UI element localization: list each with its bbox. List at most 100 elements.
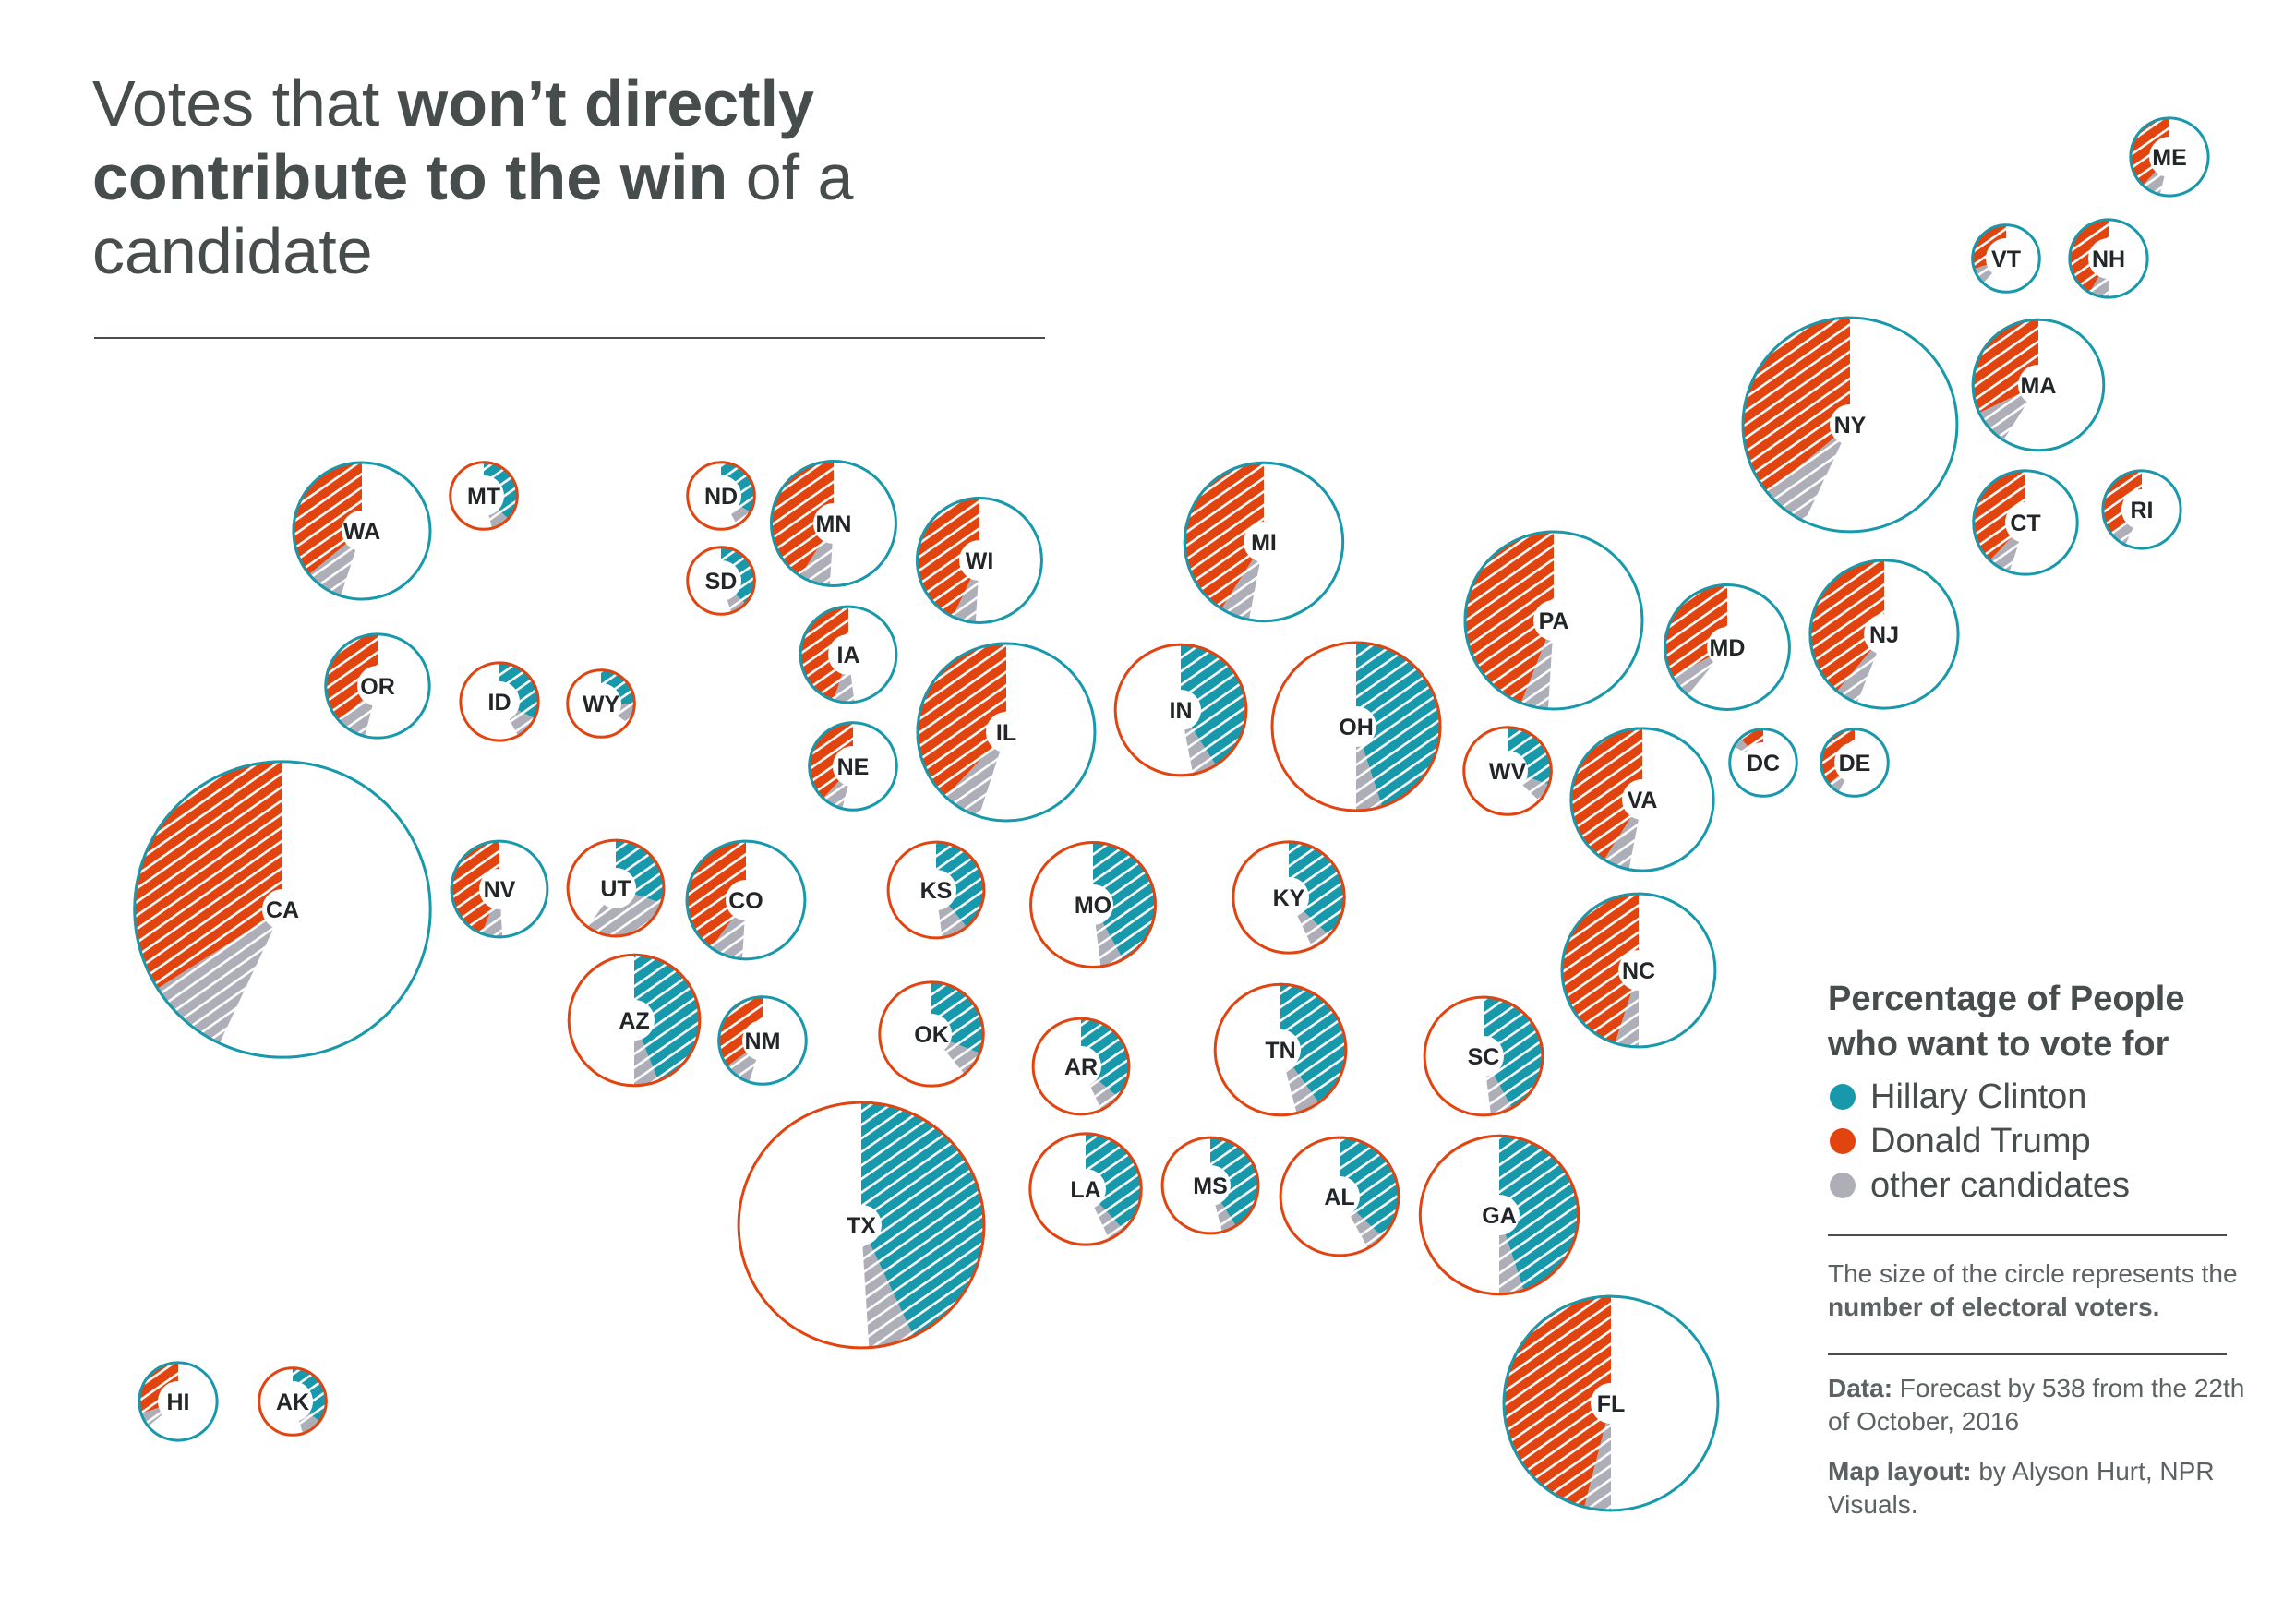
state-circle-nd: ND xyxy=(686,461,756,531)
state-circle-id: ID xyxy=(459,661,540,742)
state-label-ri: RI xyxy=(2131,498,2154,523)
other-slice-mi xyxy=(1220,542,1264,621)
state-outline-ut xyxy=(566,838,666,938)
state-outline-fl xyxy=(1502,1294,1720,1512)
state-label-nj: NJ xyxy=(1869,622,1899,648)
other-slice-il xyxy=(944,732,1006,818)
trump-slice-wi xyxy=(916,497,979,619)
state-circle-tn: TN xyxy=(1213,982,1348,1117)
clinton-slice-az xyxy=(634,953,702,1083)
state-label-bg-ut xyxy=(595,868,636,908)
state-circle-dc: DC xyxy=(1728,728,1798,798)
state-outline-ri xyxy=(2101,469,2182,550)
state-circle-il: IL xyxy=(916,642,1097,823)
state-label-tx: TX xyxy=(847,1213,876,1239)
state-label-il: IL xyxy=(996,720,1016,746)
state-circle-md: MD xyxy=(1664,583,1791,711)
other-slice-ca xyxy=(156,909,282,1045)
state-circle-nm: NM xyxy=(717,995,808,1086)
state-label-bg-tn xyxy=(1260,1029,1301,1070)
state-outline-tx xyxy=(737,1101,986,1350)
state-circle-ia: IA xyxy=(799,605,898,704)
legend-item-clinton: Hillary Clinton xyxy=(1828,1075,2234,1119)
state-circle-ar: AR xyxy=(1031,1017,1131,1116)
state-outline-oh xyxy=(1270,641,1442,812)
state-label-bg-mi xyxy=(1244,522,1284,562)
state-label-bg-md xyxy=(1707,627,1748,668)
state-label-bg-ia xyxy=(828,634,869,675)
other-slice-oh xyxy=(1356,727,1383,812)
state-label-mn: MN xyxy=(816,511,852,537)
state-outline-co xyxy=(685,839,807,961)
state-circle-pa: PA xyxy=(1463,530,1644,711)
state-outline-nd xyxy=(686,461,756,531)
clinton-slice-al xyxy=(1340,1136,1400,1238)
state-outline-ok xyxy=(878,980,985,1088)
other-slice-tx xyxy=(861,1225,915,1350)
state-circle-ct: CT xyxy=(1972,469,2079,576)
state-label-bg-nm xyxy=(742,1020,783,1061)
state-label-bg-or xyxy=(357,666,398,706)
state-label-ct: CT xyxy=(2010,511,2040,536)
state-circle-fl: FL xyxy=(1502,1294,1720,1512)
state-circle-la: LA xyxy=(1028,1132,1143,1246)
state-label-bg-ri xyxy=(2121,489,2162,530)
state-outline-nc xyxy=(1560,892,1717,1049)
state-outline-me xyxy=(2129,116,2210,198)
state-circle-wy: WY xyxy=(566,668,636,739)
legend-title-line-2: who want to vote for xyxy=(1828,1025,2169,1064)
state-label-la: LA xyxy=(1070,1177,1100,1203)
title-part-1: Votes that xyxy=(92,67,398,139)
state-label-bg-wi xyxy=(959,540,1000,581)
state-label-wa: WA xyxy=(343,519,380,545)
state-label-ks: KS xyxy=(920,878,953,904)
layout-text: by Alyson Hurt, NPR Visuals. xyxy=(1828,1457,2215,1519)
state-outline-ct xyxy=(1972,469,2079,576)
state-label-bg-in xyxy=(1160,690,1201,730)
other-slice-wa xyxy=(307,531,362,597)
state-circle-ca: CA xyxy=(133,760,432,1059)
state-outline-vt xyxy=(1971,223,2041,294)
state-circle-co: CO xyxy=(685,839,807,961)
state-label-bg-me xyxy=(2149,137,2190,177)
clinton-slice-tn xyxy=(1280,982,1348,1104)
state-circle-ne: NE xyxy=(808,721,898,812)
state-label-bg-az xyxy=(614,1000,655,1041)
state-label-pa: PA xyxy=(1539,608,1569,634)
state-label-ak: AK xyxy=(276,1389,309,1415)
state-outline-il xyxy=(916,642,1097,823)
state-outline-ne xyxy=(808,721,898,812)
state-label-bg-nh xyxy=(2088,238,2129,279)
state-label-mi: MI xyxy=(1251,530,1277,556)
state-label-bg-va xyxy=(1622,779,1663,820)
state-label-bg-al xyxy=(1319,1176,1360,1217)
state-outline-az xyxy=(567,953,702,1088)
state-label-va: VA xyxy=(1628,788,1658,813)
clinton-slice-ks xyxy=(936,840,986,929)
state-label-mt: MT xyxy=(467,484,500,510)
title-bold: won’t directly contribute to the win xyxy=(92,67,814,213)
state-circle-me: ME xyxy=(2129,116,2210,198)
state-label-in: IN xyxy=(1170,698,1193,724)
state-circle-mn: MN xyxy=(770,460,897,587)
clinton-slice-oh xyxy=(1356,641,1442,808)
state-label-al: AL xyxy=(1324,1185,1354,1210)
state-outline-mt xyxy=(449,461,519,531)
state-label-wv: WV xyxy=(1489,759,1527,785)
clinton-color-dot xyxy=(1830,1084,1856,1110)
state-circle-mi: MI xyxy=(1183,461,1345,623)
state-label-nc: NC xyxy=(1622,958,1655,984)
state-label-bg-fl xyxy=(1591,1383,1631,1424)
state-outline-ny xyxy=(1741,316,1959,534)
state-label-hi: HI xyxy=(167,1389,190,1415)
size-note-plain: The size of the circle represents the xyxy=(1828,1259,2238,1288)
state-label-bg-tx xyxy=(841,1205,882,1245)
other-color-dot xyxy=(1830,1173,1856,1198)
clinton-slice-la xyxy=(1086,1132,1143,1231)
state-outline-ga xyxy=(1418,1134,1580,1296)
state-circle-ms: MS xyxy=(1160,1136,1260,1235)
clinton-slice-sc xyxy=(1484,995,1544,1110)
state-label-bg-ks xyxy=(916,870,956,910)
state-outline-id xyxy=(459,661,540,742)
